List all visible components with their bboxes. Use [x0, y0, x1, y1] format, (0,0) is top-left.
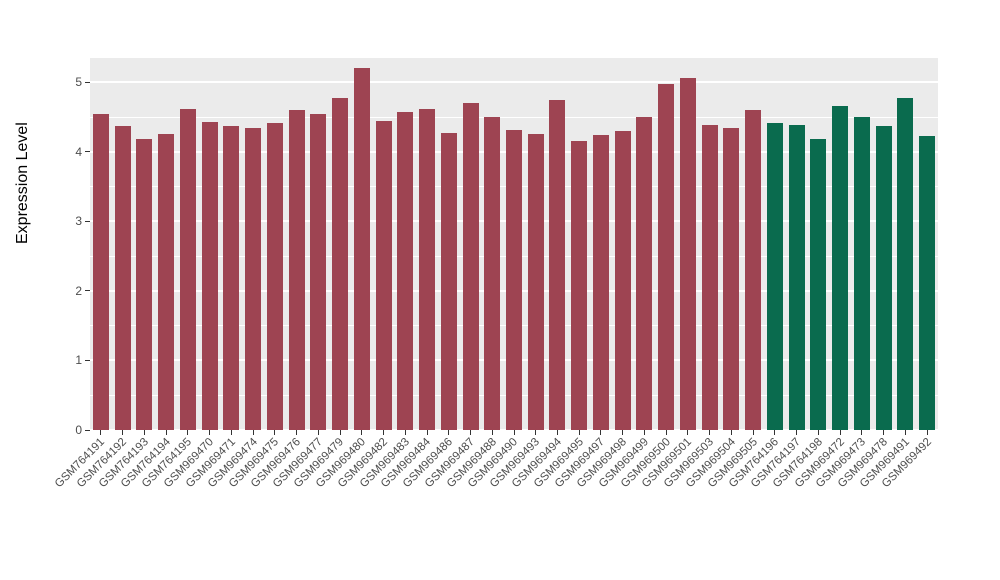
bar	[571, 141, 587, 430]
plot-panel	[90, 58, 938, 431]
x-axis-tick	[643, 430, 645, 435]
x-axis-tick	[339, 430, 341, 435]
y-axis-tick-label: 5	[75, 75, 82, 90]
y-axis-tick-label: 0	[75, 423, 82, 437]
bar	[267, 123, 283, 430]
bar	[484, 117, 500, 430]
x-axis-tick	[796, 430, 798, 435]
bar	[332, 98, 348, 430]
x-axis-tick	[687, 430, 689, 435]
x-axis-tick	[296, 430, 298, 435]
x-axis-tick	[470, 430, 471, 435]
x-axis-tick	[448, 430, 450, 435]
x-axis-tick	[187, 430, 189, 435]
y-axis-title: Expression Level	[14, 122, 31, 244]
x-axis-tick	[122, 430, 124, 435]
x-axis-tick	[383, 430, 385, 435]
bar	[202, 122, 218, 430]
x-axis-tick	[904, 430, 906, 435]
minor-gridline	[90, 116, 938, 118]
bar	[223, 126, 239, 430]
bar	[115, 126, 131, 430]
bar	[789, 125, 805, 430]
y-axis-tick	[85, 151, 90, 153]
x-axis-tick	[752, 430, 754, 435]
x-axis-tick	[578, 430, 580, 435]
x-axis-tick	[361, 430, 363, 435]
y-axis-tick-label: 3	[75, 214, 82, 229]
x-axis-tick	[426, 430, 428, 435]
x-axis-tick	[165, 430, 167, 435]
y-axis-tick-label: 2	[75, 283, 82, 298]
bar	[528, 134, 544, 430]
bar	[745, 110, 761, 430]
x-axis-tick	[143, 430, 145, 435]
bar	[245, 128, 261, 430]
y-axis-tick-label: 4	[75, 144, 82, 159]
x-axis-tick	[513, 430, 515, 435]
bar	[463, 103, 479, 430]
x-axis-tick	[491, 430, 493, 435]
x-axis-tick	[774, 430, 776, 435]
bar	[419, 109, 435, 430]
bar	[593, 135, 609, 430]
bar	[897, 98, 913, 430]
bar	[832, 106, 848, 430]
y-axis-tick	[85, 359, 90, 361]
bar	[180, 109, 196, 430]
bar	[854, 117, 870, 430]
x-axis-tick	[230, 430, 232, 435]
x-axis-tick	[665, 430, 667, 435]
bar	[680, 78, 696, 430]
y-axis-tick	[85, 429, 90, 431]
x-axis-tick	[404, 430, 406, 435]
x-axis-tick	[100, 430, 102, 435]
x-axis-tick	[817, 430, 819, 435]
x-axis-tick	[600, 430, 602, 435]
bar	[397, 112, 413, 430]
bar	[723, 128, 739, 430]
x-axis-tick	[926, 430, 928, 435]
bar	[354, 68, 370, 430]
bar	[310, 114, 326, 430]
x-axis-tick	[883, 430, 885, 435]
major-gridline	[90, 81, 938, 84]
bar	[289, 110, 305, 430]
y-axis-tick	[85, 290, 90, 292]
bar	[376, 121, 392, 430]
bar	[767, 123, 783, 430]
x-axis-tick	[274, 430, 276, 435]
y-axis-tick	[85, 220, 90, 222]
x-axis-tick	[839, 430, 841, 435]
bar	[93, 114, 109, 430]
bar	[441, 133, 457, 430]
bar	[136, 139, 152, 430]
x-axis-tick	[209, 430, 211, 435]
y-axis-tick-label: 1	[75, 353, 82, 368]
bar	[636, 117, 652, 430]
bar	[615, 131, 631, 430]
x-axis-tick	[861, 430, 863, 435]
y-axis-tick	[85, 81, 90, 83]
bar	[506, 130, 522, 430]
x-axis-tick	[535, 430, 537, 435]
x-axis-tick	[622, 430, 624, 435]
x-axis-tick	[252, 430, 254, 435]
x-axis-tick	[317, 430, 319, 435]
bar	[549, 100, 565, 430]
bar	[810, 139, 826, 430]
x-axis-tick	[556, 430, 558, 435]
bar	[876, 126, 892, 430]
bar	[658, 84, 674, 430]
bar	[158, 134, 174, 430]
x-axis-tick	[709, 430, 711, 435]
x-axis-tick	[730, 430, 732, 435]
bar	[702, 125, 718, 430]
bar	[919, 136, 935, 430]
